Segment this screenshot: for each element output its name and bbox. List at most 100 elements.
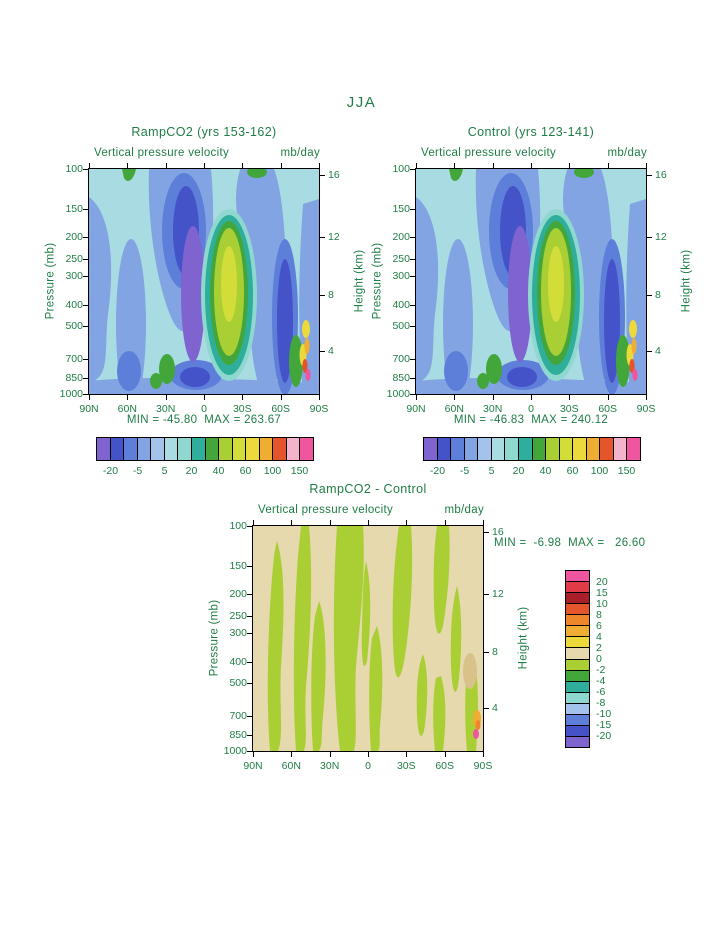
contour-region [277,259,293,383]
colorbar-tick-label: 4 [596,631,602,643]
pressure-tick-mark [83,208,88,210]
latitude-tick-mark [454,395,456,400]
pressure-tick-label: 150 [65,202,83,215]
latitude-tick-mark [291,520,293,525]
latitude-tick-mark [204,163,205,168]
colorbar-cell [232,438,247,460]
contour-region [629,320,637,338]
colorbar-cell [491,438,506,460]
colorbar-cell [586,438,601,460]
colorbar-cell [259,438,274,460]
colorbar-cell [566,725,589,737]
colorbar-cell [246,438,260,460]
latitude-tick-mark [646,163,647,168]
subtitle-text: Vertical pressure velocity [421,147,556,159]
latitude-tick-label: 60N [281,760,301,772]
colorbar-tick-label: 6 [596,620,602,632]
contour-region [473,729,479,739]
latitude-tick-mark [253,520,254,525]
pressure-tick-label: 400 [65,298,83,311]
contour-region [302,359,308,373]
colorbar-cell [566,681,589,693]
units-label: mb/day [280,147,320,159]
colorbar-cell [518,438,533,460]
colorbar-cell [219,438,233,460]
colorbar-cell [566,659,589,671]
pressure-tick-label: 100 [229,520,247,532]
colorbar-tick-label: 2 [596,642,602,654]
latitude-tick-mark [242,163,244,168]
contour-region [302,320,310,338]
height-tick-label: 8 [492,646,498,658]
colorbar-cell [97,438,111,460]
pressure-tick-mark [247,683,252,685]
latitude-tick-mark [127,395,129,400]
pressure-tick-label: 200 [229,587,247,600]
latitude-tick-label: 60N [117,403,137,415]
diff-green-band [369,626,383,751]
colorbar-horizontal [423,437,641,461]
colorbar-cell [505,438,519,460]
colorbar-tick-label: 0 [596,653,602,665]
pressure-tick-label: 700 [65,353,83,366]
pressure-tick-label: 500 [229,677,247,690]
latitude-tick-mark [280,395,282,400]
contour-region [159,354,175,384]
panel-difference: RampCO2 - Control Vertical pressure velo… [184,481,645,861]
contour-region [89,197,112,383]
latitude-tick-label: 60S [598,403,618,415]
diff-green-band [267,541,284,751]
contour-region [507,367,537,387]
plot-area [88,168,320,395]
colorbar-cell [566,637,589,649]
pressure-tick-mark [410,378,415,380]
panel-title: RampCO2 - Control [309,482,427,496]
height-tick-label: 12 [655,231,667,243]
colorbar-cell [566,648,589,660]
latitude-tick-mark [492,395,494,400]
colorbar-tick-label: -20 [596,730,612,742]
pressure-tick-label: 250 [229,609,247,622]
latitude-tick-label: 30N [156,403,176,415]
colorbar-cell [178,438,192,460]
latitude-tick-mark [416,163,417,168]
latitude-tick-label: 90N [79,403,99,415]
pressure-tick-label: 300 [392,270,410,283]
latitude-tick-label: 30S [396,760,416,772]
latitude-tick-label: 60N [444,403,464,415]
colorbar-cell [273,438,287,460]
latitude-tick-label: 0 [365,760,371,772]
colorbar-cell [627,438,640,460]
contour-region [486,354,502,384]
contour-region [631,338,637,354]
contour-region [444,351,468,391]
contour-region [150,373,162,389]
colorbar-tick-label: 15 [596,587,608,599]
colorbar-cell [613,438,628,460]
diff-green-band [450,586,462,692]
subtitle-text: Vertical pressure velocity [258,504,393,516]
pressure-tick-mark [247,751,252,752]
height-tick-label: 4 [492,702,498,714]
latitude-tick-mark [569,163,571,168]
contour-region [604,259,620,383]
latitude-tick-label: 60S [271,403,291,415]
pressure-tick-label: 400 [392,298,410,311]
pressure-tick-mark [410,169,415,170]
pressure-tick-label: 700 [229,710,247,723]
colorbar-tick-label: 60 [239,465,252,477]
contour-region [629,359,635,373]
latitude-tick-mark [531,163,532,168]
colorbar-cell [546,438,560,460]
colorbar-tick-label: 20 [596,576,608,588]
diff-green-band [433,676,446,751]
height-tick-mark [647,351,652,352]
height-tick-mark [320,237,325,238]
colorbar-cell [164,438,179,460]
contour-field [89,169,319,394]
latitude-tick-mark [242,395,244,400]
panel-subtitle-row: Vertical pressure velocity mb/day [415,147,647,159]
latitude-tick-label: 30N [320,760,340,772]
units-label: mb/day [607,147,647,159]
pressure-tick-mark [83,169,88,170]
